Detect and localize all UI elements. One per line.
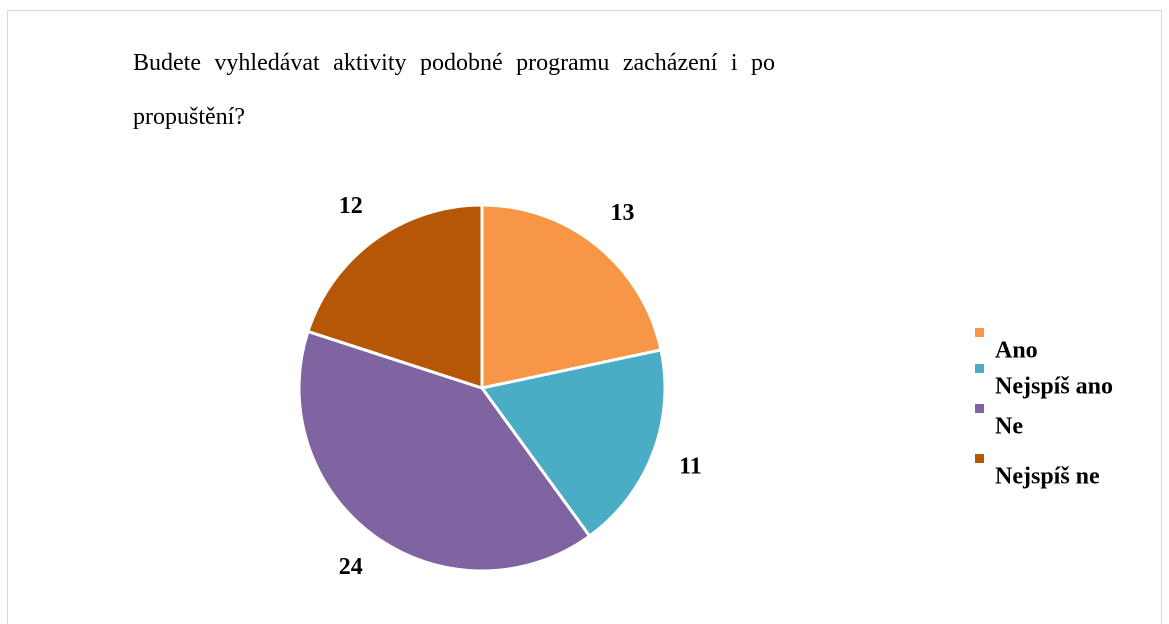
pie-slice [479,348,667,539]
legend-label: Ne [995,414,1023,440]
legend-label: Ano [995,338,1038,364]
pie-slice [480,203,663,390]
chart-title: Budete vyhledávat aktivity podobné progr… [133,50,775,130]
frame [7,10,1162,624]
legend-swatch [975,404,984,413]
data-label: 24 [339,554,363,580]
data-label: 13 [611,200,635,226]
data-label: 11 [679,454,702,480]
data-label: 12 [339,193,363,219]
legend-swatch [975,454,984,463]
pie-slice [297,329,592,573]
legend-swatch [975,328,984,337]
legend-label: Nejspíš ne [995,464,1100,490]
legend-label: Nejspíš ano [995,374,1113,400]
legend-swatch [975,364,984,373]
pie-slice [306,203,484,391]
